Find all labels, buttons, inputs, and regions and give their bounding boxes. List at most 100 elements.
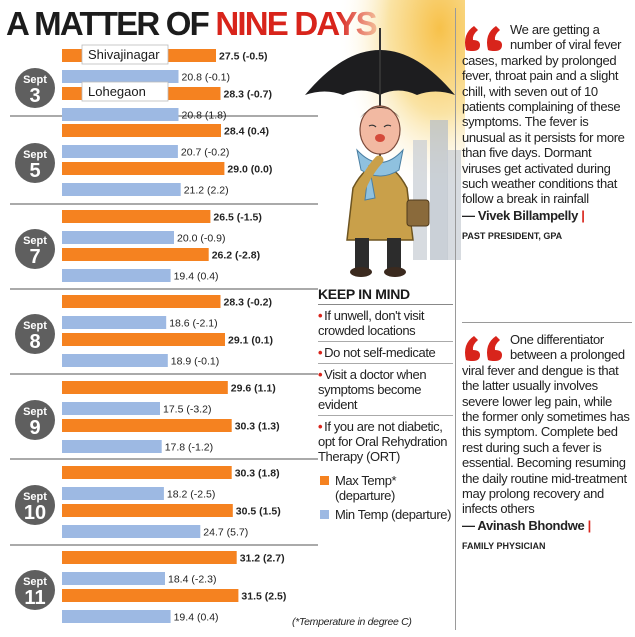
quote-2-text: One differentiator between a prolonged v… [462, 332, 630, 517]
temperature-bar [62, 402, 160, 415]
date-badge [15, 143, 55, 183]
legend-label-max: Max Temp* (departure) [335, 473, 397, 503]
date-badge-day: 7 [29, 246, 40, 268]
keep-in-mind-item-text: Visit a doctor when symptoms become evid… [318, 367, 427, 412]
bar-value-label: 28.3 (-0.2) [224, 297, 272, 309]
bar-value-label: 24.7 (5.7) [203, 527, 248, 539]
bar-value-label: 18.2 (-2.5) [167, 489, 215, 501]
bar-value-label: 26.2 (-2.8) [212, 250, 260, 262]
bullet-icon: • [318, 419, 323, 434]
quote-2-role: FAMILY PHYSICIAN [462, 541, 546, 552]
keep-in-mind-item-text: If you are not diabetic, opt for Oral Re… [318, 419, 448, 464]
bar-value-label: 30.3 (1.3) [235, 421, 280, 433]
keep-in-mind-item-text: Do not self-medicate [324, 345, 436, 360]
bullet-icon: • [318, 345, 323, 360]
temperature-bar [62, 183, 181, 196]
location-tag-box [81, 81, 169, 102]
temperature-bar [62, 525, 201, 538]
bar-value-label: 17.8 (-1.2) [165, 442, 213, 454]
date-badge-month: Sept [23, 576, 47, 588]
bar-value-label: 28.3 (-0.7) [224, 89, 272, 101]
bar-value-label: 29.6 (1.1) [231, 383, 276, 395]
bar-value-label: 18.4 (-2.3) [168, 574, 216, 586]
temperature-bar [62, 589, 239, 602]
location-tag-label: Shivajinagar [88, 47, 160, 62]
date-badge [15, 570, 55, 610]
date-badge-month: Sept [23, 491, 47, 503]
legend-item-max: Max Temp* (departure) [318, 473, 453, 503]
legend-item-min: Min Temp (departure) [318, 507, 453, 522]
date-badge-month: Sept [23, 406, 47, 418]
temperature-bar [62, 504, 233, 517]
bar-value-label: 20.7 (-0.2) [181, 147, 229, 159]
temperature-bar [62, 70, 179, 83]
temperature-bar [62, 145, 178, 158]
sick-man-umbrella-illustration [295, 0, 465, 285]
temperature-bar [62, 124, 221, 137]
temperature-bar [62, 333, 225, 346]
title-part-1: A MATTER OF [6, 5, 210, 42]
bar-value-label: 28.4 (0.4) [224, 126, 269, 138]
bar-value-label: 18.9 (-0.1) [171, 356, 219, 368]
temperature-bar [62, 551, 237, 564]
temperature-bar [62, 440, 162, 453]
bar-value-label: 27.5 (-0.5) [219, 51, 267, 63]
keep-in-mind-item-text: If unwell, don't visit crowded locations [318, 308, 425, 338]
temperature-bar [62, 210, 211, 223]
bar-value-label: 19.4 (0.4) [174, 612, 219, 624]
temperature-bar [62, 248, 209, 261]
bar-value-label: 20.8 (1.8) [182, 110, 227, 122]
author-bar-icon: | [581, 207, 585, 223]
date-badge-month: Sept [23, 320, 47, 332]
quote-2-author-name: — Avinash Bhondwe [462, 517, 585, 533]
date-badge [15, 68, 55, 108]
temperature-bar [62, 466, 232, 479]
date-badge-day: 11 [24, 587, 45, 609]
date-badge-day: 10 [24, 502, 46, 524]
quote-1-text: We are getting a number of viral fever c… [462, 22, 625, 207]
keep-in-mind-item: • Do not self-medicate [318, 342, 453, 364]
legend-swatch-min [320, 510, 329, 519]
quote-1-author-name: — Vivek Billampelly [462, 207, 578, 223]
date-badge-day: 3 [29, 85, 40, 107]
date-badge [15, 314, 55, 354]
temperature-bar [62, 572, 165, 585]
bullet-icon: • [318, 308, 323, 323]
temperature-bar [62, 354, 168, 367]
quote-mark-icon [465, 336, 502, 361]
quote-mark-icon [465, 26, 502, 51]
bar-value-label: 31.2 (2.7) [240, 553, 285, 565]
keep-in-mind-box: KEEP IN MIND • If unwell, don't visit cro… [318, 286, 453, 526]
legend-swatch-max [320, 476, 329, 485]
temperature-bar [62, 487, 164, 500]
temperature-bar [62, 419, 232, 432]
date-badge-month: Sept [23, 235, 47, 247]
quote-separator [462, 322, 632, 323]
keep-in-mind-title: KEEP IN MIND [318, 286, 453, 305]
temperature-bar [62, 162, 225, 175]
temperature-bar [62, 316, 167, 329]
bar-value-label: 30.3 (1.8) [235, 468, 280, 480]
temperature-bar [62, 269, 171, 282]
temperature-bar [62, 231, 174, 244]
bullet-icon: • [318, 367, 323, 382]
quote-2: One differentiator between a prolonged v… [462, 332, 632, 555]
bar-value-label: 26.5 (-1.5) [213, 212, 261, 224]
date-badge-day: 5 [29, 160, 40, 182]
bar-value-label: 30.5 (1.5) [236, 506, 281, 518]
bar-value-label: 20.0 (-0.9) [177, 233, 225, 245]
bar-value-label: 29.0 (0.0) [227, 164, 272, 176]
bar-value-label: 29.1 (0.1) [228, 335, 273, 347]
temperature-bar [62, 381, 228, 394]
keep-in-mind-item: • If you are not diabetic, opt for Oral R… [318, 416, 453, 467]
author-bar-icon: | [587, 517, 592, 533]
date-badge-month: Sept [23, 149, 47, 161]
keep-in-mind-item: • If unwell, don't visit crowded location… [318, 305, 453, 342]
temperature-bar [62, 610, 171, 623]
temperature-bar [62, 108, 179, 121]
date-badge-month: Sept [23, 74, 47, 86]
location-tag-box [81, 44, 169, 65]
bar-value-label: 20.8 (-0.1) [182, 72, 230, 84]
date-badge [15, 400, 55, 440]
